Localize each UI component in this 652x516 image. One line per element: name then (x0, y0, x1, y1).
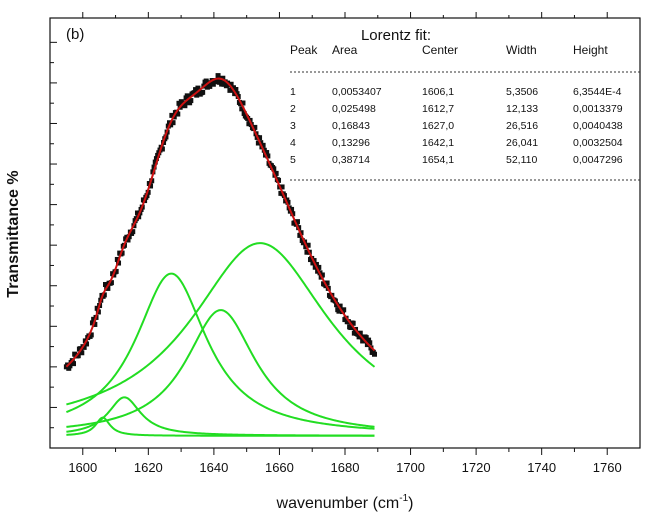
x-tick-label: 1680 (331, 460, 360, 475)
table-cell: 26,041 (506, 137, 538, 149)
x-axis-title: wavenumber (cm-1) (276, 493, 414, 512)
x-tick-label: 1640 (199, 460, 228, 475)
panel-label: (b) (66, 26, 84, 43)
x-axis-title-suffix: ) (408, 495, 413, 512)
table-cell: 1 (290, 86, 296, 98)
table-cell: 4 (290, 137, 296, 149)
x-tick-label: 1620 (134, 460, 163, 475)
table-header-cell: Center (422, 43, 458, 57)
table-cell: 2 (290, 103, 296, 115)
table-cell: 1612,7 (422, 103, 454, 115)
table-header-cell: Height (573, 43, 608, 57)
table-cell: 0,025498 (332, 103, 376, 115)
table-cell: 0,13296 (332, 137, 370, 149)
table-cell: 0,0032504 (573, 137, 623, 149)
x-axis-title-main: wavenumber (cm (276, 495, 400, 512)
table-cell: 1642,1 (422, 137, 454, 149)
x-tick-label: 1720 (462, 460, 491, 475)
data-point (216, 73, 221, 78)
table-cell: 3 (290, 120, 296, 132)
table-cell: 52,110 (506, 154, 537, 166)
table-cell: 0,0013379 (573, 103, 623, 115)
table-cell: 0,38714 (332, 154, 370, 166)
table-cell: 0,0053407 (332, 86, 382, 98)
table-cell: 5,3506 (506, 86, 538, 98)
table-cell: 12,133 (506, 103, 538, 115)
table-cell: 0,16843 (332, 120, 370, 132)
table-header-cell: Peak (290, 43, 318, 57)
x-tick-label: 1700 (396, 460, 425, 475)
table-cell: 0,0047296 (573, 154, 623, 166)
table-cell: 26,516 (506, 120, 538, 132)
x-tick-label: 1760 (593, 460, 622, 475)
table-cell: 1606,1 (422, 86, 454, 98)
plot-frame (50, 18, 640, 448)
x-tick-label: 1600 (68, 460, 97, 475)
table-cell: 0,0040438 (573, 120, 623, 132)
table-cell: 1627,0 (422, 120, 454, 132)
table-header-cell: Area (332, 43, 358, 57)
y-axis-title: Transmittance % (5, 170, 22, 297)
table-cell: 1654,1 (422, 154, 454, 166)
table-header-cell: Width (506, 43, 537, 57)
x-tick-label: 1740 (527, 460, 556, 475)
data-point (372, 352, 377, 357)
table-cell: 5 (290, 154, 296, 166)
table-cell: 6,3544E-4 (573, 86, 622, 98)
data-point (200, 90, 205, 95)
x-tick-label: 1660 (265, 460, 294, 475)
fit-table-title: Lorentz fit: (361, 27, 431, 44)
